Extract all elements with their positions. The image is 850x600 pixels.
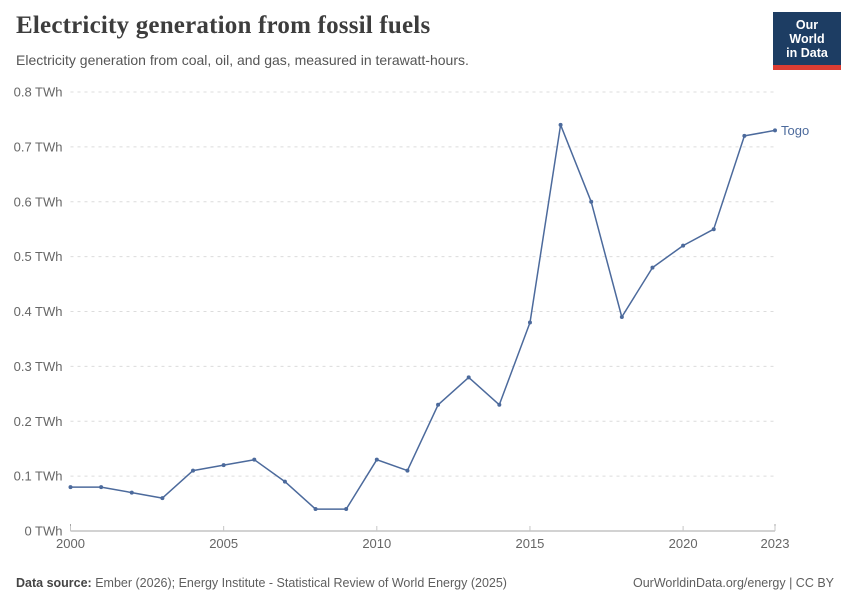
credit-link[interactable]: OurWorldinData.org/energy | CC BY (632, 576, 834, 590)
data-point[interactable] (436, 402, 441, 407)
owid-logo-line1: Our World (789, 18, 825, 46)
data-point[interactable] (497, 402, 502, 407)
y-axis-tick-label: 0 TWh (24, 524, 62, 539)
series-end-label[interactable]: Togo (781, 123, 809, 138)
data-point[interactable] (619, 314, 624, 319)
chart-subtitle: Electricity generation from coal, oil, a… (16, 52, 469, 68)
data-source-label: Data source: (16, 576, 92, 590)
data-point[interactable] (129, 490, 134, 495)
data-point[interactable] (191, 468, 196, 473)
y-axis-tick-label: 0.8 TWh (14, 85, 63, 100)
x-axis-tick-label: 2000 (56, 536, 85, 551)
y-axis-tick-label: 0.3 TWh (14, 359, 63, 374)
data-point[interactable] (773, 128, 777, 133)
x-axis-tick-label: 2020 (669, 536, 698, 551)
x-axis-tick-label: 2005 (209, 536, 238, 551)
data-point[interactable] (68, 485, 73, 490)
y-axis-tick-label: 0.1 TWh (14, 469, 63, 484)
data-point[interactable] (742, 133, 747, 138)
data-point[interactable] (650, 265, 655, 270)
y-axis-tick-label: 0.7 TWh (14, 139, 63, 154)
data-point[interactable] (99, 485, 104, 490)
y-axis-tick-label: 0.4 TWh (14, 304, 63, 319)
data-point[interactable] (221, 463, 226, 468)
data-point[interactable] (344, 507, 349, 512)
x-axis-tick-label: 2010 (362, 536, 391, 551)
owid-logo[interactable]: Our World in Data (773, 12, 841, 70)
data-point[interactable] (711, 227, 716, 232)
data-point[interactable] (160, 496, 165, 501)
series-line-togo[interactable] (70, 124, 776, 510)
chart-footer: Data source: Ember (2026); Energy Instit… (16, 576, 834, 590)
y-axis-tick-label: 0.6 TWh (14, 194, 63, 209)
data-point[interactable] (252, 457, 257, 462)
data-point[interactable] (466, 375, 471, 380)
data-point[interactable] (558, 122, 563, 127)
data-point[interactable] (374, 457, 379, 462)
data-source-text: Ember (2026); Energy Institute - Statist… (91, 576, 507, 590)
data-point[interactable] (681, 243, 686, 248)
data-point[interactable] (589, 199, 594, 204)
data-point[interactable] (282, 479, 287, 484)
data-point[interactable] (527, 320, 532, 325)
x-axis-tick-label: 2023 (761, 536, 790, 551)
data-source-line: Data source: Ember (2026); Energy Instit… (16, 576, 507, 590)
page-title: Electricity generation from fossil fuels (16, 12, 431, 39)
data-point[interactable] (405, 468, 410, 473)
y-axis-tick-label: 0.5 TWh (14, 249, 63, 264)
data-point[interactable] (313, 507, 318, 512)
x-axis-tick-label: 2015 (515, 536, 544, 551)
owid-logo-line2: in Data (786, 46, 828, 60)
y-axis-tick-label: 0.2 TWh (14, 414, 63, 429)
